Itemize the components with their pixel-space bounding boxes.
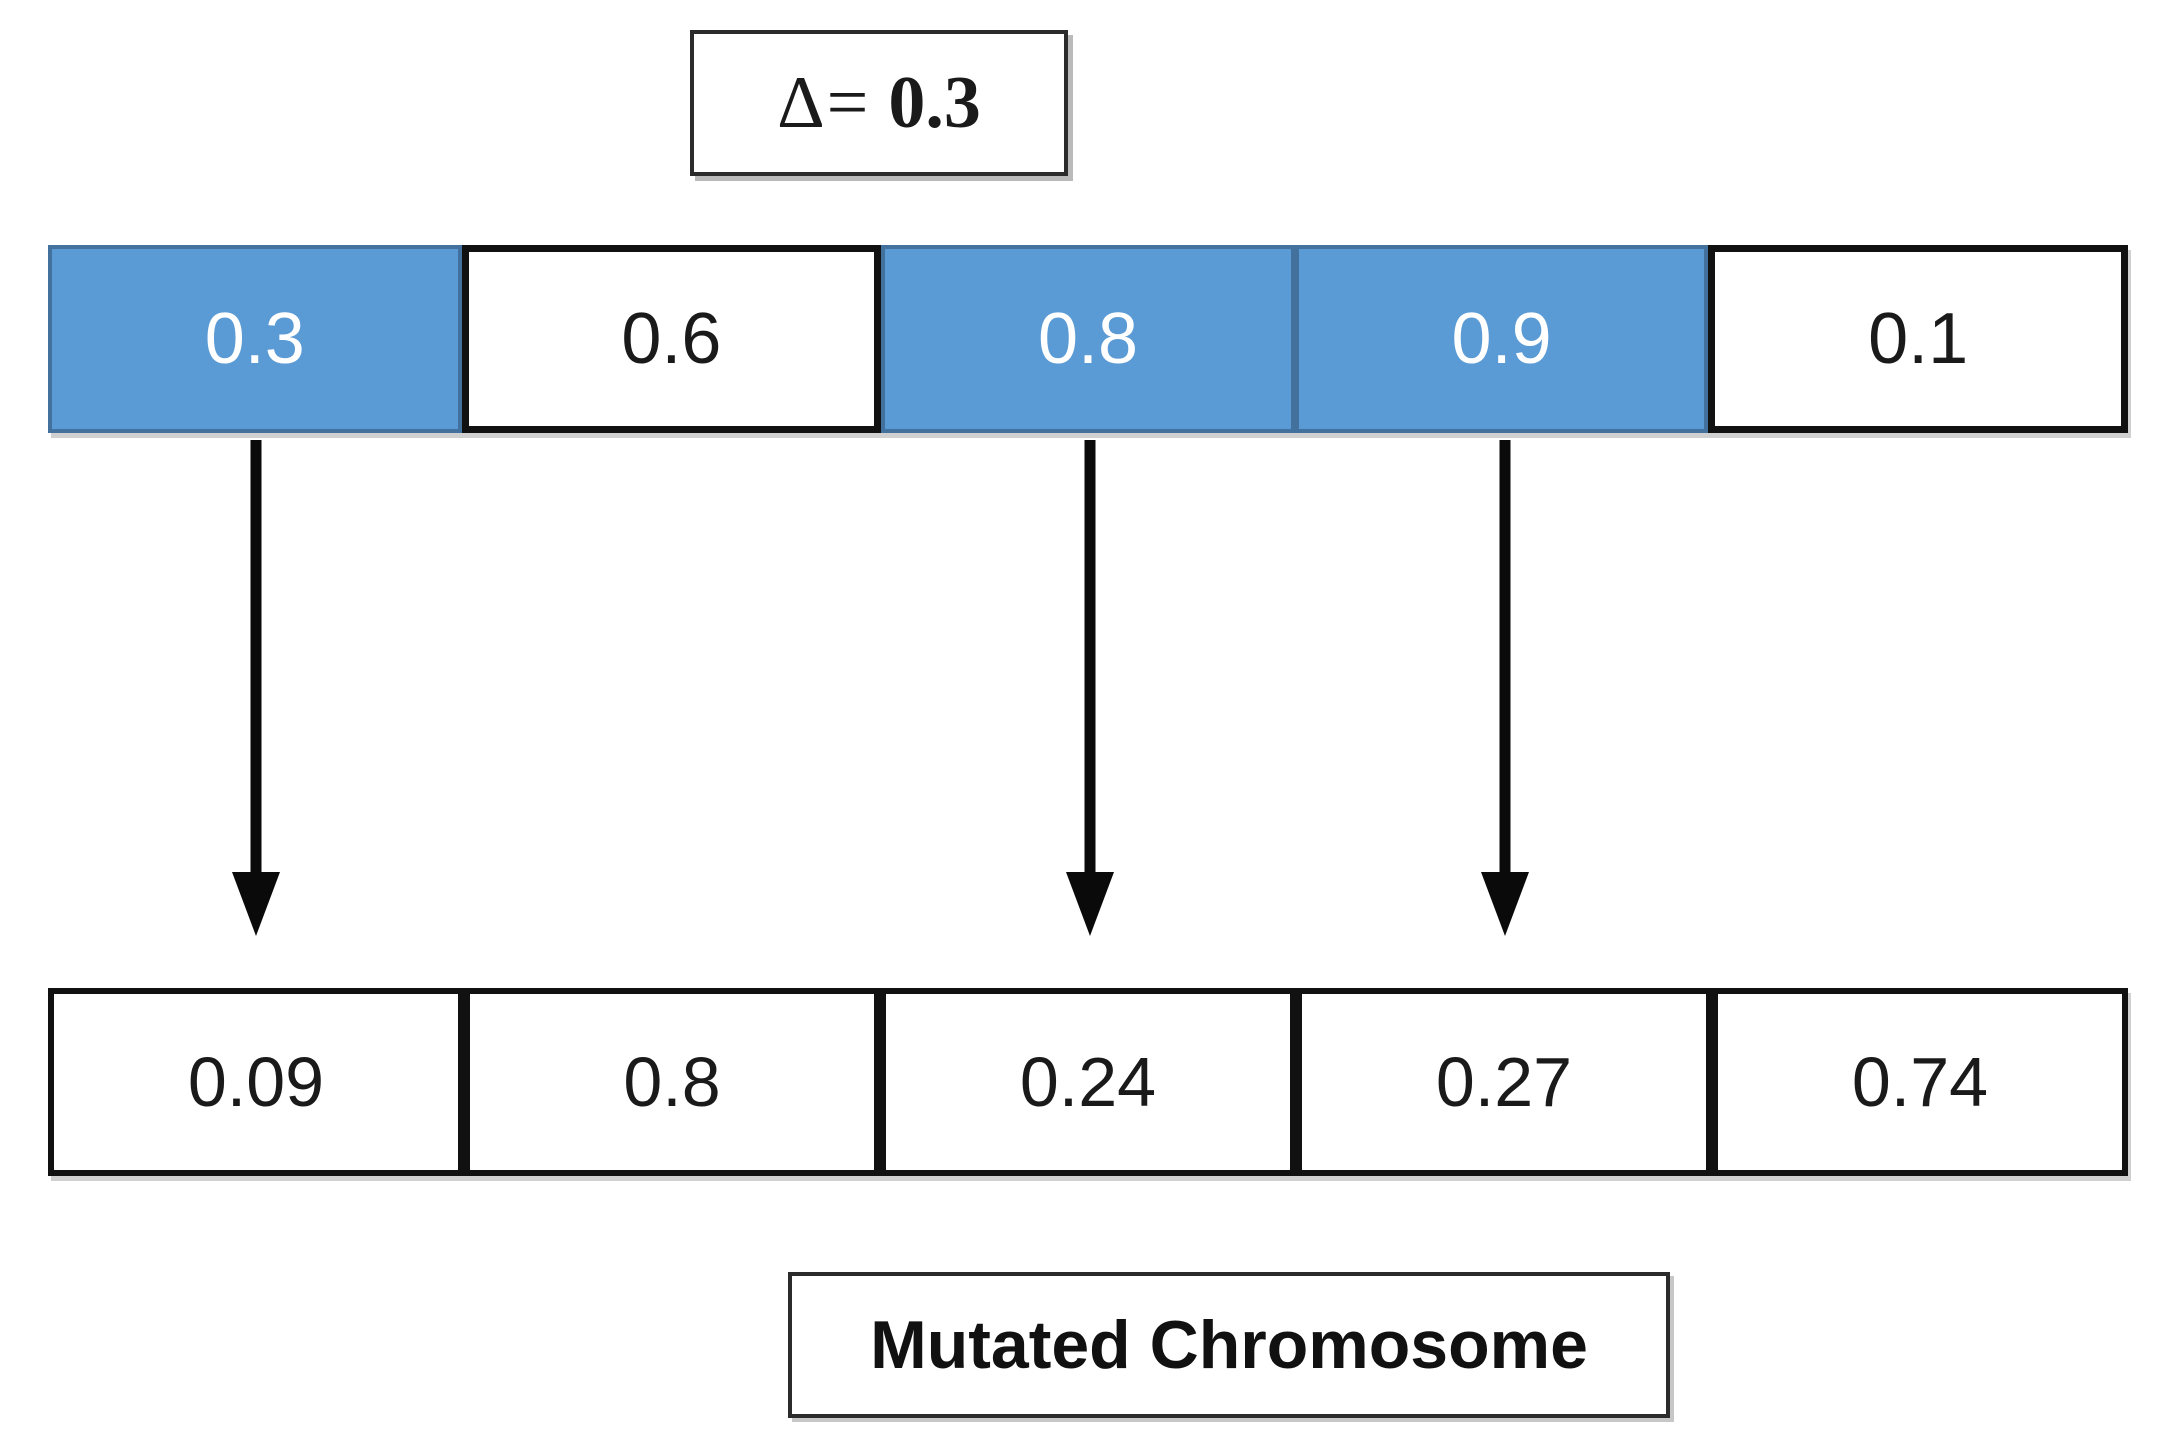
delta-value: 0.3 bbox=[888, 61, 981, 144]
mutated-gene-cell: 0.24 bbox=[880, 988, 1296, 1176]
mutated-gene-cell: 0.09 bbox=[48, 988, 464, 1176]
parent-gene-cell: 0.8 bbox=[881, 245, 1295, 433]
caption-text: Mutated Chromosome bbox=[870, 1307, 1588, 1383]
mutated-gene-cell: 0.74 bbox=[1712, 988, 2128, 1176]
caption-box: Mutated Chromosome bbox=[788, 1272, 1670, 1418]
mutation-arrow-icon bbox=[232, 440, 280, 936]
parent-gene-cell: 0.9 bbox=[1294, 245, 1709, 433]
parent-gene-cell: 0.6 bbox=[461, 245, 882, 433]
arrow-shaft bbox=[1499, 440, 1511, 874]
mutation-arrow-icon bbox=[1481, 440, 1529, 936]
parent-chromosome-row: 0.3 0.6 0.8 0.9 0.1 bbox=[48, 245, 2128, 433]
mutated-gene-cell: 0.8 bbox=[464, 988, 880, 1176]
arrow-shaft bbox=[1084, 440, 1096, 874]
mutated-gene-cell: 0.27 bbox=[1296, 988, 1712, 1176]
arrow-shaft bbox=[250, 440, 262, 874]
parent-gene-cell: 0.3 bbox=[48, 245, 462, 433]
arrow-head-icon bbox=[1066, 872, 1114, 936]
arrow-head-icon bbox=[1481, 872, 1529, 936]
mutated-chromosome-row: 0.09 0.8 0.24 0.27 0.74 bbox=[48, 988, 2128, 1176]
delta-symbol: Δ= bbox=[777, 61, 871, 144]
arrow-head-icon bbox=[232, 872, 280, 936]
mutation-arrow-icon bbox=[1066, 440, 1114, 936]
parent-gene-cell: 0.1 bbox=[1708, 245, 2128, 433]
delta-label-box: Δ= 0.3 bbox=[690, 30, 1068, 176]
